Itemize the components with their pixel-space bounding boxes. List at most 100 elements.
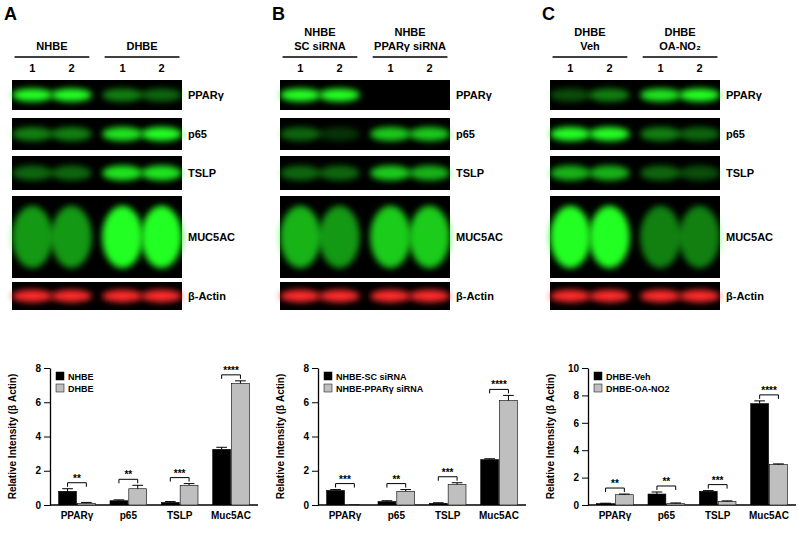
legend-label: DHBE-Veh (606, 372, 651, 382)
blot-row-label: β-Actin (726, 290, 764, 302)
blot-row-label: MUC5AC (456, 231, 503, 243)
error-bar (184, 484, 195, 486)
error-cap (754, 400, 765, 401)
y-tick-label: 0 (303, 500, 309, 511)
blot-band (370, 206, 411, 268)
y-tick-mark (312, 402, 318, 403)
blot-band (102, 127, 143, 141)
x-tick-label: Muc5AC (749, 510, 789, 521)
error-cap (62, 488, 73, 489)
legend-label: NHBE (68, 372, 94, 382)
blot-row-label: β-Actin (188, 290, 226, 302)
bar (667, 504, 685, 505)
error-cap (670, 502, 681, 503)
y-tick: 6 (303, 397, 318, 408)
error-bar (62, 489, 73, 492)
blot-band (679, 166, 720, 181)
blot-lane-label: 1 (387, 62, 393, 74)
significance-label: **** (761, 385, 777, 396)
y-tick-label: 4 (573, 445, 579, 456)
legend-label: DHBE-OA-NO2 (606, 384, 670, 394)
blot-lane-label: 2 (427, 62, 433, 74)
error-stem (137, 485, 138, 488)
error-cap (433, 502, 444, 503)
y-tick-label: 2 (35, 465, 41, 476)
blot-band (280, 206, 321, 268)
y-tick-mark (582, 478, 588, 479)
panel-label: C (542, 4, 555, 24)
blot-band (679, 127, 720, 141)
blot-band (550, 290, 591, 302)
x-tick-label: TSLP (705, 510, 731, 521)
error-cap (503, 395, 514, 396)
blot-row-label: p65 (456, 128, 475, 140)
bar (110, 501, 128, 505)
y-tick: 8 (303, 363, 318, 374)
blot-group-label: PPARγ siRNA (374, 40, 446, 52)
error-cap (400, 489, 411, 490)
y-tick: 8 (35, 363, 50, 374)
error-cap (773, 463, 784, 464)
error-bar (452, 483, 463, 485)
error-cap (235, 380, 246, 381)
bar (500, 401, 518, 505)
y-tick-mark (44, 368, 50, 369)
x-axis: PPARγp65TSLPMuc5AC (588, 505, 796, 521)
error-cap (216, 447, 227, 448)
bar (180, 485, 198, 505)
blot-group-rule (15, 56, 90, 58)
blot-group-label: NHBE (304, 26, 335, 38)
blot-row-label: TSLP (456, 167, 484, 179)
blot-row-label: β-Actin (456, 290, 494, 302)
y-tick-label: 6 (303, 397, 309, 408)
y-tick: 0 (35, 500, 50, 511)
blot-lane-label: 1 (119, 62, 125, 74)
y-tick: 6 (35, 397, 50, 408)
blot-band (51, 290, 92, 302)
y-axis-line (318, 369, 319, 506)
blot-band (550, 88, 591, 101)
blot-strip (550, 196, 720, 278)
y-tick: 4 (35, 431, 50, 442)
y-axis-line (50, 369, 51, 506)
blot-band (319, 88, 360, 101)
blot-group-rule (105, 56, 180, 58)
blot-band (12, 88, 53, 101)
blot-band (679, 290, 720, 302)
blot-group-label: Veh (580, 40, 600, 52)
blot-band (280, 88, 321, 101)
bar (129, 489, 147, 505)
y-axis-line (588, 369, 589, 506)
blot-row-label: p65 (726, 128, 745, 140)
blot-band (589, 127, 630, 141)
blot-strip (280, 196, 450, 278)
y-tick-mark (44, 471, 50, 472)
y-tick: 10 (568, 363, 588, 374)
blot-band (51, 206, 92, 268)
y-tick-label: 4 (303, 431, 309, 442)
blot-strip (12, 80, 182, 110)
error-bar (600, 503, 611, 504)
blot-band (370, 127, 411, 141)
bar (718, 502, 736, 505)
significance: *********** (68, 365, 241, 487)
y-tick-label: 6 (35, 397, 41, 408)
x-tick-label: Muc5AC (211, 510, 251, 521)
error-bar (503, 395, 514, 400)
x-tick-label: PPARγ (61, 510, 94, 521)
error-bar (165, 501, 176, 503)
blot-band (589, 206, 630, 268)
y-tick-mark (582, 395, 588, 396)
blot-group-label: DHBE (126, 40, 157, 52)
y-tick-label: 2 (573, 472, 579, 483)
y-tick-mark (44, 505, 50, 506)
y-tick-label: 8 (303, 363, 309, 374)
y-tick: 4 (303, 431, 318, 442)
y-tick-mark (44, 437, 50, 438)
bar (751, 404, 769, 505)
significance-label: *** (174, 468, 186, 479)
blot-band (640, 88, 681, 101)
blot-band (319, 206, 360, 268)
legend-swatch (594, 372, 602, 380)
error-cap (619, 494, 630, 495)
